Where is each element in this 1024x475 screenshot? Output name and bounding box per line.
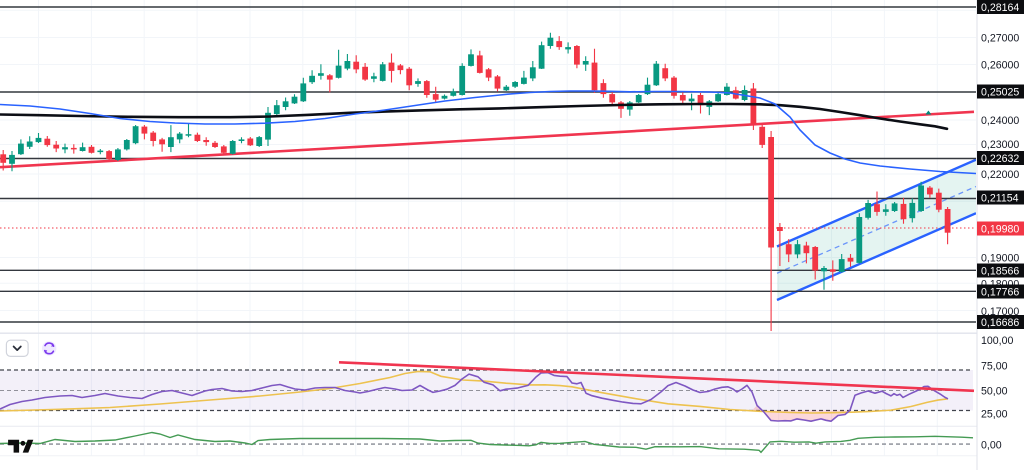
svg-text:0,25025: 0,25025 xyxy=(981,86,1019,98)
svg-text:0,19000: 0,19000 xyxy=(981,252,1019,264)
svg-text:50,00: 50,00 xyxy=(981,385,1008,397)
svg-text:100,00: 100,00 xyxy=(981,335,1014,347)
svg-text:0,26000: 0,26000 xyxy=(981,59,1019,71)
svg-text:0,19980: 0,19980 xyxy=(981,223,1019,235)
svg-text:0,00: 0,00 xyxy=(981,439,1002,451)
svg-text:0,22632: 0,22632 xyxy=(981,153,1019,165)
svg-text:0,21154: 0,21154 xyxy=(981,192,1019,204)
svg-text:0,24000: 0,24000 xyxy=(981,115,1019,127)
svg-text:75,00: 75,00 xyxy=(981,360,1008,372)
svg-text:0,16686: 0,16686 xyxy=(981,317,1019,329)
svg-text:0,27000: 0,27000 xyxy=(981,32,1019,44)
svg-text:0,23000: 0,23000 xyxy=(981,139,1019,151)
svg-text:0,28164: 0,28164 xyxy=(981,2,1019,14)
svg-text:0,17000: 0,17000 xyxy=(981,306,1019,318)
svg-text:0,17766: 0,17766 xyxy=(981,286,1019,298)
svg-text:25,00: 25,00 xyxy=(981,408,1008,420)
svg-text:0,18566: 0,18566 xyxy=(981,265,1019,277)
svg-text:0,22000: 0,22000 xyxy=(981,169,1019,181)
